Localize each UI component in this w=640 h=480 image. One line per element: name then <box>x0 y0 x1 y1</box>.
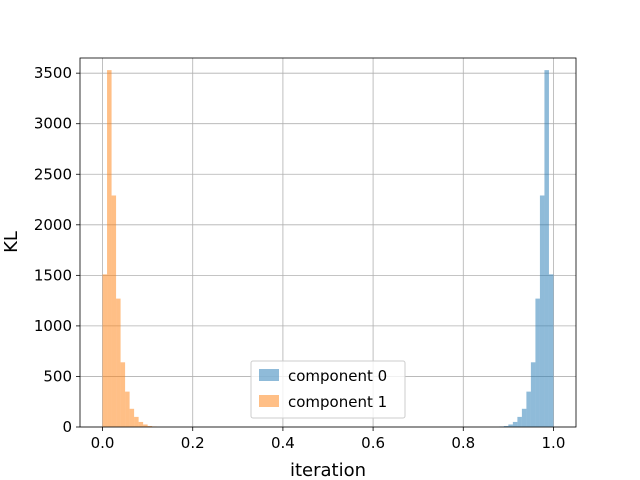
legend-swatch-component-0 <box>259 369 279 381</box>
x-tick-label: 0.8 <box>451 434 475 452</box>
bar-component-0 <box>512 421 518 427</box>
y-tick-label: 1500 <box>34 266 72 284</box>
x-tick-label: 0.6 <box>361 434 385 452</box>
bar-component-1 <box>134 416 139 427</box>
y-tick-label: 1000 <box>34 317 72 335</box>
y-tick-label: 0 <box>62 418 72 436</box>
histogram-bars <box>102 70 554 428</box>
legend-label-component-1: component 1 <box>288 393 387 411</box>
x-tick-label: 1.0 <box>542 434 566 452</box>
bar-component-1 <box>107 70 112 428</box>
bar-component-1 <box>116 298 121 427</box>
bar-component-1 <box>125 391 130 427</box>
bar-component-0 <box>530 362 536 427</box>
bar-component-0 <box>503 425 509 427</box>
legend-label-component-0: component 0 <box>288 367 387 385</box>
bar-component-1 <box>111 195 117 427</box>
bar-component-0 <box>535 298 540 427</box>
x-tick-label: 0.0 <box>91 434 115 452</box>
bar-component-1 <box>120 362 126 427</box>
bar-component-0 <box>521 408 527 427</box>
x-tick-label: 0.2 <box>181 434 205 452</box>
bar-component-0 <box>548 274 554 427</box>
bar-component-0 <box>517 416 522 427</box>
y-axis-label: KL <box>1 231 22 253</box>
bar-component-0 <box>539 195 545 427</box>
grid-lines <box>80 58 576 428</box>
legend: component 0 component 1 <box>250 360 406 419</box>
legend-frame <box>250 360 406 419</box>
y-tick-label: 3500 <box>34 64 72 82</box>
x-tick-label: 0.4 <box>271 434 295 452</box>
y-tick-label: 2000 <box>34 216 72 234</box>
x-axis-label: iteration <box>290 460 366 480</box>
bar-component-1 <box>129 408 135 427</box>
bar-component-0 <box>544 70 549 428</box>
legend-swatch-component-1 <box>259 395 279 407</box>
axis-ticks: 0.0 0.2 0.4 0.6 0.8 1.0 0 500 1000 1500 2000 2500 30… <box>34 64 566 452</box>
bar-component-1 <box>138 421 144 427</box>
bar-component-1 <box>143 424 148 427</box>
y-tick-label: 3000 <box>34 115 72 133</box>
bar-component-0 <box>526 391 531 427</box>
bar-component-0 <box>508 424 513 427</box>
bar-component-1 <box>147 425 153 427</box>
y-tick-label: 2500 <box>34 165 72 183</box>
plot-frame <box>79 57 577 428</box>
y-tick-label: 500 <box>43 367 72 385</box>
bar-component-1 <box>102 274 108 427</box>
